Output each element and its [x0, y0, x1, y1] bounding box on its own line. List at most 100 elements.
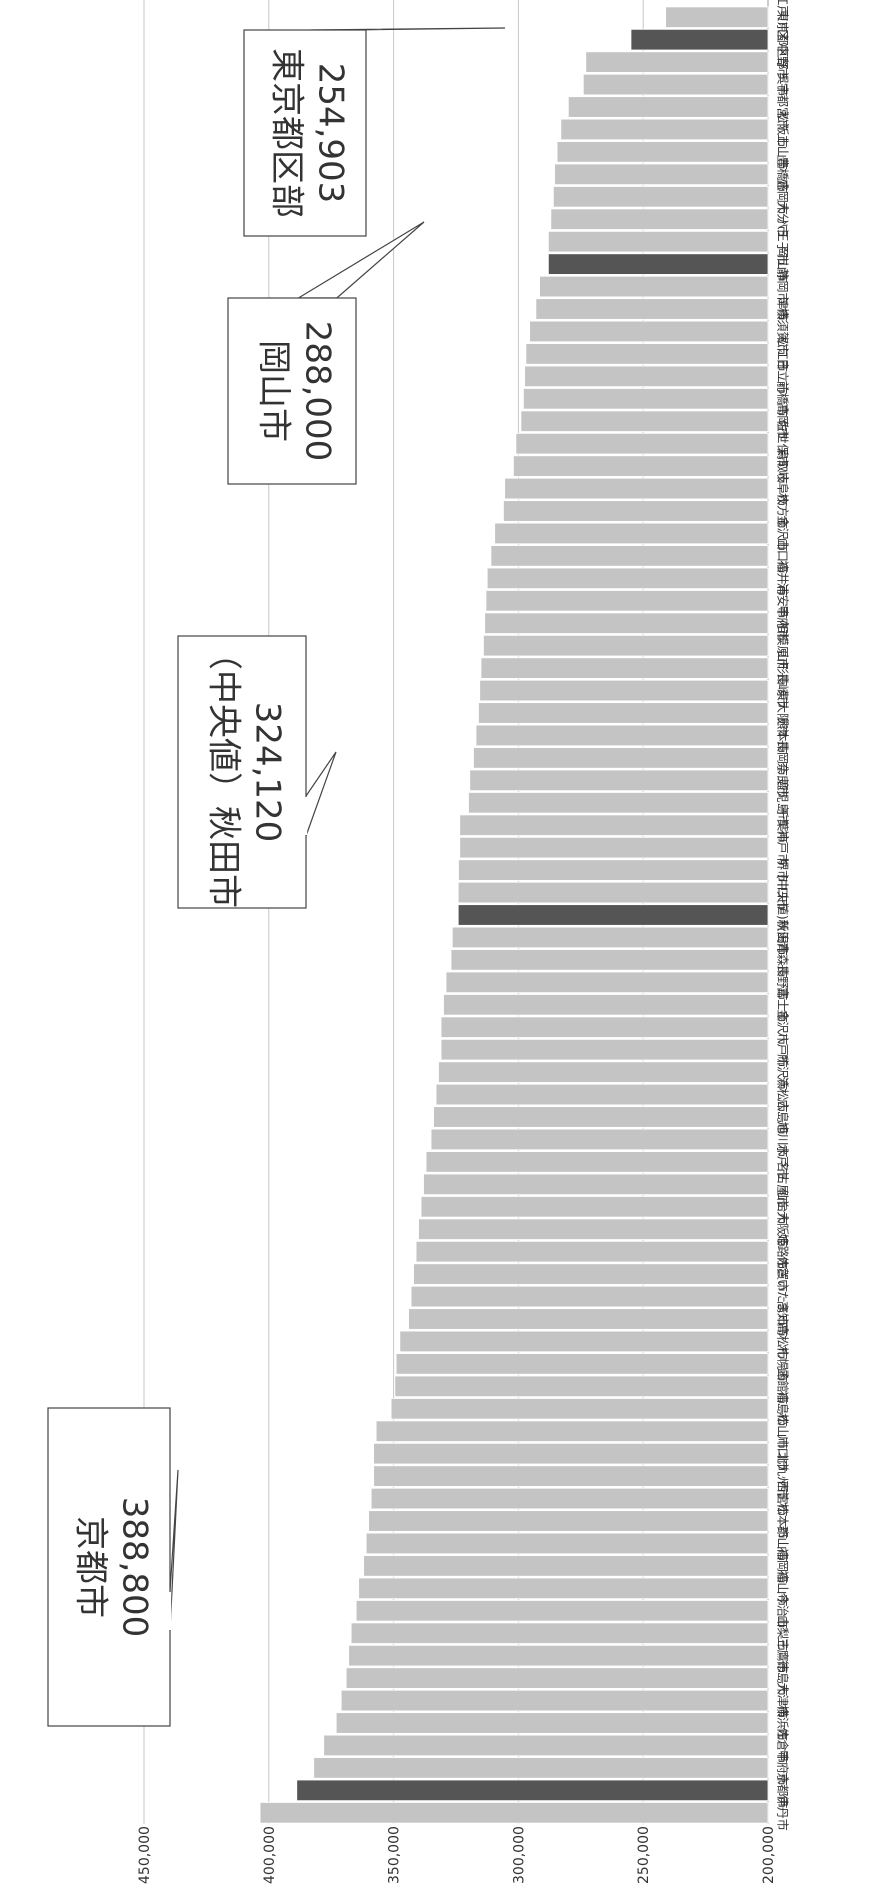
category-label: 福岡市: [776, 1548, 791, 1584]
category-label: 川口市: [776, 1436, 791, 1472]
callout: 東京都区部 254,903: [243, 27, 506, 237]
bar: [313, 1757, 769, 1779]
category-label: 高松市: [776, 1323, 791, 1359]
bar: [529, 320, 769, 343]
bar: [368, 1510, 769, 1532]
bar: [556, 141, 769, 163]
callout-label: 東京都区部: [267, 48, 307, 218]
category-label: 八戸市: [776, 1032, 791, 1068]
bar: [468, 792, 769, 814]
bar: [423, 1173, 769, 1196]
bar: [504, 477, 769, 500]
bar: [370, 1487, 769, 1510]
bar: [459, 814, 769, 836]
callout-box: [47, 1407, 171, 1727]
callout-value: 254,903: [311, 63, 351, 204]
bar: [483, 634, 769, 657]
category-label: 松本市: [776, 1503, 791, 1539]
category-label: 豊橋市: [776, 156, 791, 192]
bar: [547, 253, 769, 275]
value-tick-labels: 200,000 250,000 300,000 350,000 400,000 450,0…: [137, 1826, 777, 1884]
bar: [394, 1375, 769, 1398]
bar: [485, 590, 769, 612]
bar: [525, 343, 769, 365]
bar: [457, 881, 769, 904]
category-label: 横須賀市: [776, 307, 791, 355]
bar: [435, 1083, 769, 1106]
category-label: 大津市: [776, 1683, 791, 1719]
bar: [475, 724, 769, 747]
bar: [458, 859, 769, 881]
category-label: 福井市: [776, 560, 791, 596]
category-label: 金沢市: [776, 1009, 791, 1045]
bar: [445, 971, 769, 994]
bar: [335, 1712, 769, 1734]
bar: [375, 1420, 769, 1442]
bar: [554, 163, 769, 186]
category-label: 日立市: [776, 358, 791, 394]
category-label: 盛岡市: [776, 179, 791, 215]
category-label: 伊丹市: [776, 1795, 791, 1831]
bar: [373, 1465, 769, 1487]
category-label: 岡山市: [776, 246, 791, 282]
callout-value: 324,120: [248, 702, 288, 843]
bar: [560, 118, 769, 141]
bar: [486, 567, 769, 590]
category-label: 長岡市: [776, 740, 791, 776]
bar: [522, 388, 769, 410]
callout-box: [177, 635, 307, 909]
category-label: 東京都区部: [776, 10, 791, 70]
bar: [550, 208, 769, 230]
category-label: 上山市: [776, 134, 791, 170]
bar: [348, 1644, 769, 1667]
category-label: 佐倉市: [776, 1727, 791, 1763]
category-label: 姫路市: [776, 1234, 791, 1270]
bar: [478, 702, 769, 724]
callout: （中央値）秋田市 324,120: [177, 635, 337, 909]
category-label: 前橋市: [776, 381, 791, 417]
bar: [459, 836, 769, 859]
category-label: 佐世保市: [776, 420, 791, 468]
category-label: 青森市: [776, 942, 791, 978]
category-label: 松江市: [776, 336, 791, 372]
bar: [547, 230, 769, 253]
category-label: 奈良市: [776, 762, 791, 798]
bar: [373, 1442, 769, 1465]
category-label: 高岡市: [776, 403, 791, 439]
bar: [457, 904, 769, 926]
callout: 岡山市 288,000: [227, 221, 425, 485]
category-label: 広島市: [776, 1099, 791, 1135]
category-label: 京都市: [776, 1772, 791, 1808]
category-label: 鹿児島市: [776, 779, 791, 827]
bar: [440, 1016, 769, 1038]
category-label: 富士市: [776, 987, 791, 1023]
bar: [363, 1555, 769, 1577]
bar: [430, 1128, 769, 1151]
category-label: 江戸川区: [776, 0, 790, 41]
bar: [503, 500, 769, 522]
bar: [355, 1600, 769, 1622]
bar: [539, 275, 769, 298]
bar: [415, 1240, 769, 1263]
callout-label: （中央値）秋田市: [204, 636, 244, 908]
bar: [535, 298, 769, 320]
bar: [665, 6, 769, 28]
category-label: 札幌市: [776, 1346, 791, 1382]
category-labels: 伊丹市京都市甲府市佐倉市横浜市大津市徳島市三鷹市山梨市今治市福山市福岡市郡山市松…: [776, 0, 791, 1831]
category-label: 中野市: [776, 44, 791, 80]
bar: [350, 1622, 769, 1644]
category-label: 横浜市: [776, 1705, 791, 1741]
bar: [395, 1353, 769, 1375]
category-label: 名古屋市: [776, 1160, 791, 1208]
category-label: 浦安市: [776, 583, 791, 619]
bar: [433, 1106, 769, 1128]
bar: [520, 410, 769, 432]
category-label: 宇都宮市: [776, 83, 791, 131]
category-label: 枚方市: [776, 493, 791, 529]
category-label: 長野市: [776, 964, 791, 1000]
bars: [259, 6, 769, 1824]
category-label: 呉市: [776, 73, 791, 97]
category-label: 山形市: [776, 650, 791, 686]
